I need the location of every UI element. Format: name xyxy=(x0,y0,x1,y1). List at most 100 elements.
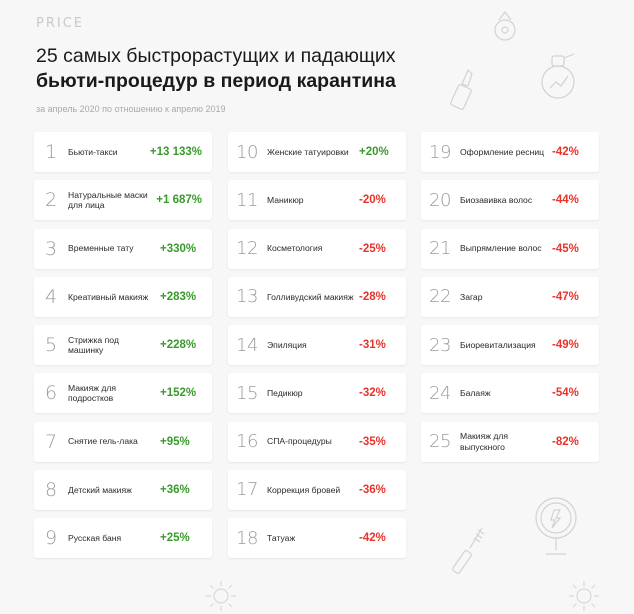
procedure-name: Татуаж xyxy=(267,532,296,543)
procedure-name: Биоревитализация xyxy=(460,339,536,350)
rank-number: 13 xyxy=(236,286,258,308)
change-percent: -42% xyxy=(359,532,386,544)
ranking-card: 6 Макияж для подростков +152% xyxy=(34,373,212,414)
procedure-name: Эпиляция xyxy=(267,339,307,350)
change-percent: -49% xyxy=(552,339,579,351)
ranking-card: 16 СПА-процедуры -35% xyxy=(228,421,406,462)
rank-number: 11 xyxy=(236,189,258,211)
procedure-name: СПА-процедуры xyxy=(267,436,332,447)
procedure-name: Выпрямление волос xyxy=(460,243,542,254)
change-percent: -45% xyxy=(552,242,579,255)
procedure-name: Загар xyxy=(460,291,483,302)
procedure-name: Балаяж xyxy=(460,388,491,398)
procedure-name: Макияж для подростков xyxy=(68,382,117,404)
mascara-icon xyxy=(452,527,485,574)
title-line-1: 25 самых быстрорастущих и падающих xyxy=(36,45,396,67)
rank-number: 3 xyxy=(45,237,58,260)
title-line-2: бьюти-процедур в период карантина xyxy=(36,70,396,92)
ranking-card: 9 Русская баня +25% xyxy=(34,518,212,558)
ranking-card: 8 Детский макияж +36% xyxy=(34,469,212,510)
change-percent: -54% xyxy=(552,387,579,400)
rank-number: 17 xyxy=(236,479,258,501)
change-percent: -44% xyxy=(552,194,579,207)
ranking-card: 14 Эпиляция -31% xyxy=(228,325,406,365)
ranking-card: 18 Татуаж -42% xyxy=(228,518,406,558)
procedure-name: Натуральные маски для лица xyxy=(68,189,148,211)
ranking-card: 2 Натуральные маски для лица +1 687% xyxy=(34,180,212,221)
ranking-column-2: 10 Женские татуировки +20% 11 Маникюр -20% 12 К… xyxy=(228,132,406,566)
rank-number: 14 xyxy=(236,334,258,356)
spray-bottle-icon xyxy=(494,11,516,41)
rank-number: 15 xyxy=(236,382,258,404)
rank-number: 4 xyxy=(45,285,58,308)
ranking-column-1: 1 Бьюти-такси +13 133% 2 Натуральные маски д… xyxy=(34,132,212,566)
perfume-bottle-icon xyxy=(541,53,575,99)
rank-number: 5 xyxy=(45,334,58,356)
rank-number: 2 xyxy=(45,189,58,212)
rank-number: 23 xyxy=(429,334,451,356)
change-percent: +1 687% xyxy=(156,194,202,207)
rank-number: 7 xyxy=(45,430,58,453)
procedure-name: Косметология xyxy=(267,243,323,254)
mirror-icon xyxy=(535,497,577,555)
ranking-card: 19 Оформление ресниц -42% xyxy=(421,132,599,172)
rank-number: 22 xyxy=(429,286,451,308)
change-percent: +152% xyxy=(160,387,197,400)
change-percent: -82% xyxy=(552,435,579,448)
rank-number: 8 xyxy=(45,478,58,501)
procedure-name: Макияж для выпускного xyxy=(460,431,509,452)
procedure-name: Женские татуировки xyxy=(267,146,349,157)
ranking-card: 4 Креативный макияж +283% xyxy=(34,276,212,317)
procedure-name: Педикюр xyxy=(267,388,303,398)
change-percent: -35% xyxy=(359,435,386,448)
procedure-name: Снятие гель-лака xyxy=(68,436,138,447)
rank-number: 9 xyxy=(45,527,58,549)
procedure-name: Детский макияж xyxy=(68,484,132,495)
ranking-column-3: 19 Оформление ресниц -42% 20 Биозавивка воло… xyxy=(421,132,599,470)
procedure-name: Русская баня xyxy=(68,532,122,543)
rank-number: 6 xyxy=(45,382,58,405)
page-title: 25 самых быстрорастущих и падающих бьюти… xyxy=(36,44,456,94)
ranking-card: 7 Снятие гель-лака +95% xyxy=(34,421,212,462)
change-percent: -42% xyxy=(552,146,579,158)
rank-number: 12 xyxy=(236,238,258,259)
ranking-card: 21 Выпрямление волос -45% xyxy=(421,228,599,269)
gear-icon xyxy=(206,581,236,611)
ranking-card: 17 Коррекция бровей -36% xyxy=(228,469,406,510)
change-percent: +283% xyxy=(160,290,197,303)
change-percent: +13 133% xyxy=(149,146,202,158)
brand-logo: PRICE xyxy=(36,16,84,31)
ranking-card: 23 Биоревитализация -49% xyxy=(421,325,599,365)
ranking-card: 12 Косметология -25% xyxy=(228,228,406,269)
change-percent: -25% xyxy=(359,242,386,255)
procedure-name: Временные тату xyxy=(68,243,134,254)
change-percent: -32% xyxy=(359,387,386,400)
ranking-card: 10 Женские татуировки +20% xyxy=(228,132,406,172)
procedure-name: Креативный макияж xyxy=(68,291,149,302)
page-subtitle: за апрель 2020 по отношению к апрелю 201… xyxy=(36,104,226,114)
procedure-name: Стрижка под машинку xyxy=(68,334,119,356)
change-percent: +330% xyxy=(160,242,197,255)
change-percent: +228% xyxy=(160,339,197,351)
change-percent: -20% xyxy=(359,194,386,207)
ranking-card: 5 Стрижка под машинку +228% xyxy=(34,325,212,365)
rank-number: 19 xyxy=(429,141,451,163)
ranking-card: 22 Загар -47% xyxy=(421,276,599,317)
ranking-card: 24 Балаяж -54% xyxy=(421,373,599,414)
ranking-card: 11 Маникюр -20% xyxy=(228,180,406,221)
gear-icon xyxy=(569,581,599,611)
procedure-name: Коррекция бровей xyxy=(267,484,341,495)
change-percent: -36% xyxy=(359,483,386,496)
rank-number: 18 xyxy=(236,527,258,549)
procedure-name: Голливудский макияж xyxy=(267,291,354,302)
lipstick-icon xyxy=(450,68,473,110)
procedure-name: Бьюти-такси xyxy=(68,146,118,157)
change-percent: -47% xyxy=(552,290,579,303)
rank-number: 21 xyxy=(429,238,451,259)
ranking-card: 13 Голливудский макияж -28% xyxy=(228,276,406,317)
change-percent: -28% xyxy=(359,290,386,303)
ranking-card: 3 Временные тату +330% xyxy=(34,228,212,269)
procedure-name: Оформление ресниц xyxy=(460,146,545,157)
procedure-name: Маникюр xyxy=(267,195,304,205)
rank-number: 10 xyxy=(236,141,258,163)
